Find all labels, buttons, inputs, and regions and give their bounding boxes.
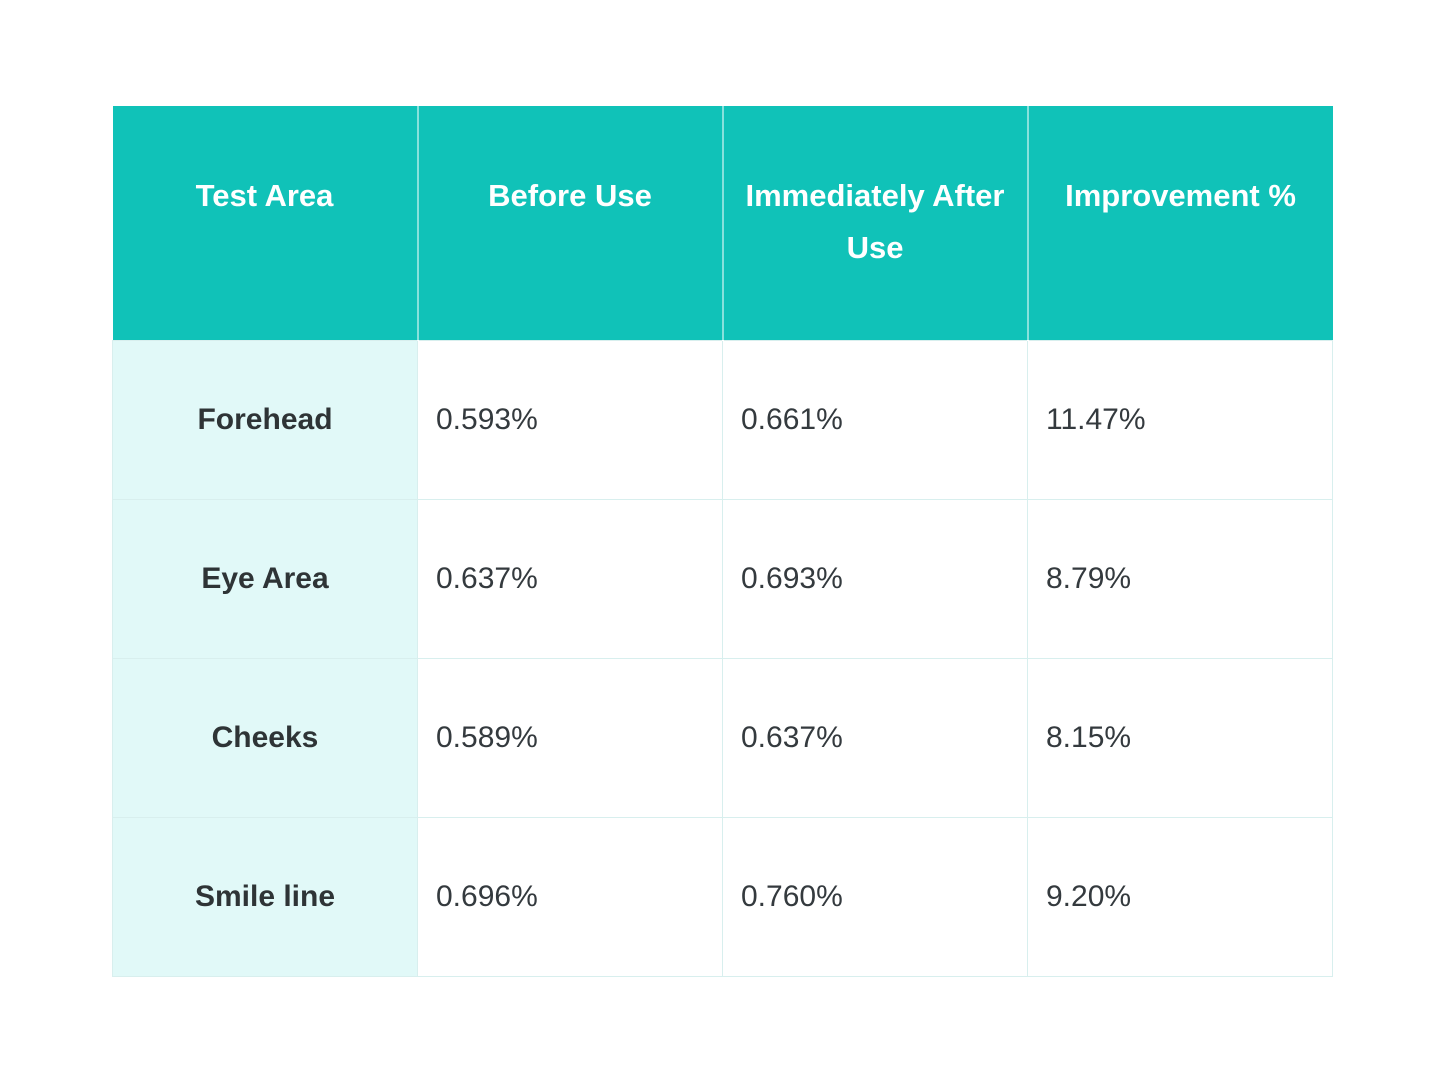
cell-improvement-eye-area: 8.79% bbox=[1027, 498, 1333, 659]
column-header-improvement: Improvement % bbox=[1026, 106, 1333, 340]
results-table-container: Test Area Before Use Immediately After U… bbox=[112, 106, 1333, 977]
cell-after-eye-area: 0.693% bbox=[722, 498, 1028, 659]
column-header-test-area: Test Area bbox=[112, 106, 418, 340]
cell-after-forehead: 0.661% bbox=[722, 339, 1028, 500]
column-header-before-use: Before Use bbox=[416, 106, 723, 340]
table-row: Cheeks 0.589% 0.637% 8.15% bbox=[112, 657, 1333, 818]
cell-improvement-forehead: 11.47% bbox=[1027, 339, 1333, 500]
cell-improvement-cheeks: 8.15% bbox=[1027, 657, 1333, 818]
cell-before-eye-area: 0.637% bbox=[417, 498, 723, 659]
cell-area-cheeks: Cheeks bbox=[112, 657, 418, 818]
table-row: Forehead 0.593% 0.661% 11.47% bbox=[112, 339, 1333, 500]
cell-after-cheeks: 0.637% bbox=[722, 657, 1028, 818]
cell-improvement-smile-line: 9.20% bbox=[1027, 816, 1333, 977]
cell-area-eye-area: Eye Area bbox=[112, 498, 418, 659]
cell-after-smile-line: 0.760% bbox=[722, 816, 1028, 977]
cell-area-smile-line: Smile line bbox=[112, 816, 418, 977]
column-header-immediately-after-use: Immediately After Use bbox=[721, 106, 1028, 340]
header-row: Test Area Before Use Immediately After U… bbox=[112, 106, 1333, 340]
cell-area-forehead: Forehead bbox=[112, 339, 418, 500]
table-row: Smile line 0.696% 0.760% 9.20% bbox=[112, 816, 1333, 977]
table-header: Test Area Before Use Immediately After U… bbox=[112, 106, 1333, 340]
cell-before-smile-line: 0.696% bbox=[417, 816, 723, 977]
table-row: Eye Area 0.637% 0.693% 8.79% bbox=[112, 498, 1333, 659]
table-body: Forehead 0.593% 0.661% 11.47% Eye Area 0… bbox=[112, 339, 1333, 977]
cell-before-forehead: 0.593% bbox=[417, 339, 723, 500]
results-table: Test Area Before Use Immediately After U… bbox=[112, 106, 1333, 977]
cell-before-cheeks: 0.589% bbox=[417, 657, 723, 818]
